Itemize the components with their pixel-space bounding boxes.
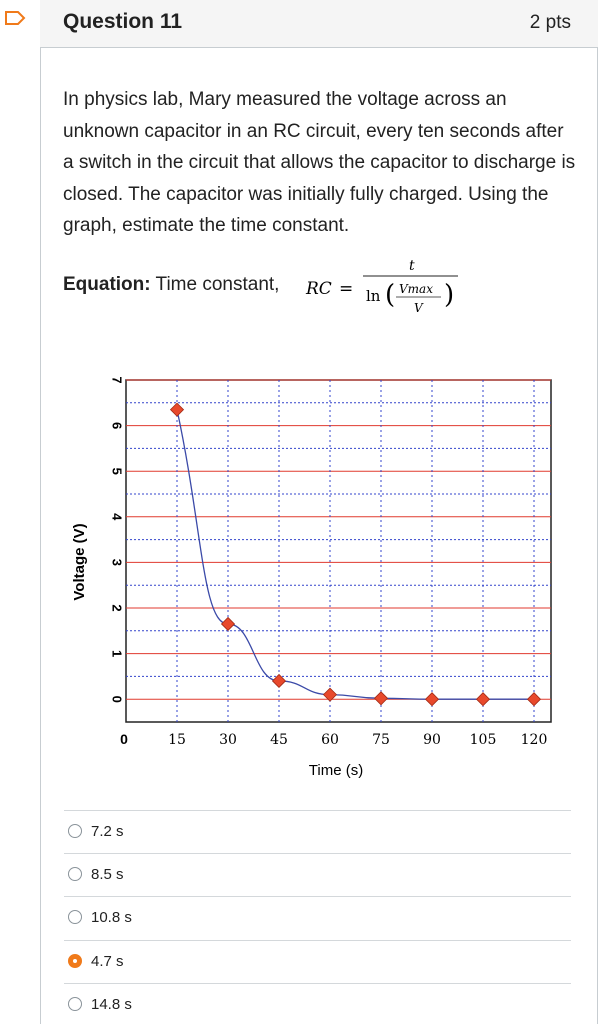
data-point xyxy=(373,691,389,706)
answer-choice[interactable]: 8.5 s xyxy=(64,853,571,896)
equation-text: Time constant, xyxy=(155,274,280,295)
answer-choice[interactable]: 14.8 s xyxy=(64,983,571,1026)
data-point xyxy=(220,616,236,632)
y-tick-label: 1 xyxy=(110,650,125,657)
answer-choice-label: 10.8 s xyxy=(91,909,132,926)
x-tick-label: 90 xyxy=(423,732,441,748)
y-tick-label: 3 xyxy=(110,559,125,566)
bookmark-flag-icon[interactable] xyxy=(0,0,40,48)
x-tick-label: 75 xyxy=(372,732,390,748)
answer-choice-label: 8.5 s xyxy=(91,866,124,883)
x-axis-label: Time (s) xyxy=(309,762,363,779)
answer-choice-label: 14.8 s xyxy=(91,996,132,1013)
radio-button[interactable] xyxy=(68,997,82,1011)
svg-text:=: = xyxy=(339,279,353,299)
question-panel xyxy=(40,0,598,1024)
data-point xyxy=(424,692,440,707)
answer-choice-label: 7.2 s xyxy=(91,823,124,840)
y-tick-label: 2 xyxy=(110,604,125,611)
data-point xyxy=(271,673,287,689)
equation-v: V xyxy=(414,301,424,315)
x-tick-label: 30 xyxy=(219,732,237,748)
question-points: 2 pts xyxy=(529,12,571,33)
data-point xyxy=(475,692,491,707)
answer-choice[interactable]: 7.2 s xyxy=(64,810,571,853)
svg-text:(: ( xyxy=(385,280,395,310)
svg-text:): ) xyxy=(444,280,454,310)
radio-button[interactable] xyxy=(68,867,82,881)
y-tick-label: 7 xyxy=(110,376,125,383)
voltage-time-chart: 0 1 2 3 4 5 6 7 0 15 30 45 60 75 90 105 120 Time (s) Vol… xyxy=(64,365,564,790)
question-title: Question 11 xyxy=(63,10,183,33)
plot-area xyxy=(125,379,552,723)
x-tick-label: 45 xyxy=(270,732,288,748)
answer-choice[interactable]: 4.7 s xyxy=(64,940,571,983)
x-tick-label: 105 xyxy=(470,732,497,748)
equation-numerator: t xyxy=(409,258,415,274)
equation-label: Equation: xyxy=(63,274,151,295)
y-tick-label: 0 xyxy=(110,696,125,703)
y-axis-label: Voltage (V) xyxy=(71,523,88,600)
x-tick-label: 0 xyxy=(120,731,128,747)
radio-button[interactable] xyxy=(68,910,82,924)
data-point xyxy=(322,687,338,702)
radio-button[interactable] xyxy=(68,824,82,838)
data-point xyxy=(526,692,542,707)
equation-vmax: Vmax xyxy=(399,282,433,296)
answer-choice[interactable]: 10.8 s xyxy=(64,896,571,939)
equation-formula: RC = t ln ( Vmax V ) xyxy=(305,258,458,315)
equation-ln: ln xyxy=(366,287,381,305)
y-tick-label: 5 xyxy=(110,468,125,475)
radio-button[interactable] xyxy=(68,954,82,968)
question-prompt: In physics lab, Mary measured the voltag… xyxy=(63,89,576,236)
question-header xyxy=(40,0,598,48)
y-tick-label: 6 xyxy=(110,422,125,429)
data-point xyxy=(169,402,185,417)
answer-choice-label: 4.7 s xyxy=(91,953,124,970)
x-tick-label: 120 xyxy=(521,732,548,748)
equation-lhs: RC xyxy=(305,279,332,299)
x-tick-label: 60 xyxy=(321,732,339,748)
x-tick-label: 15 xyxy=(168,732,186,748)
y-tick-label: 4 xyxy=(110,513,125,521)
